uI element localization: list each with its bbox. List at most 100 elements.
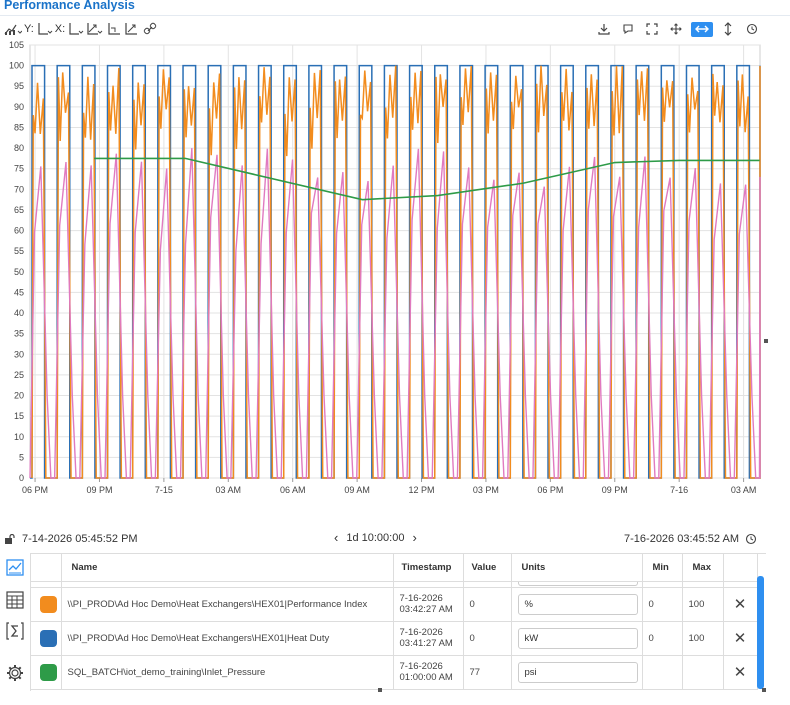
remove-series-button[interactable]: ✕ bbox=[723, 587, 758, 622]
link-icon[interactable] bbox=[142, 21, 158, 37]
title-bar: Performance Analysis bbox=[0, 0, 790, 16]
col-value[interactable]: Value bbox=[463, 554, 512, 582]
series-color-swatch[interactable] bbox=[40, 629, 57, 647]
chart-type-icon[interactable] bbox=[4, 21, 22, 37]
y-tick-label: 95 bbox=[14, 81, 24, 91]
series-name: \\PI_PROD\Ad Hoc Demo\Heat Exchangers\HE… bbox=[61, 621, 394, 656]
trend-chart-svg[interactable]: 0 5 10 15 20 25 30 35 40 45 50 55 60 65 70 75 80 85 90 95 10… bbox=[0, 40, 765, 520]
remove-series-button[interactable]: ✕ bbox=[723, 655, 758, 690]
y-axis-label: Y: bbox=[24, 23, 34, 35]
series-max[interactable] bbox=[682, 655, 724, 690]
lock-icon[interactable] bbox=[4, 534, 16, 544]
table-view-icon[interactable] bbox=[5, 590, 25, 610]
table-scrollbar[interactable] bbox=[757, 576, 764, 689]
series-color-swatch[interactable] bbox=[40, 595, 57, 613]
reset-icon[interactable] bbox=[743, 21, 761, 37]
col-max[interactable]: Max bbox=[682, 554, 724, 582]
time-back-arrow[interactable]: ‹ bbox=[334, 530, 339, 545]
settings-gear-icon[interactable] bbox=[5, 663, 25, 683]
y-tick-label: 20 bbox=[14, 391, 24, 401]
vertical-zoom-icon[interactable] bbox=[719, 21, 737, 37]
x-tick-label: 06 PM bbox=[22, 485, 48, 495]
table-row-partial bbox=[31, 581, 758, 588]
resize-handle-corner[interactable] bbox=[762, 688, 766, 692]
series-timestamp: 7-16-2026 03:41:27 AM bbox=[393, 621, 464, 656]
y-tick-label: 60 bbox=[14, 226, 24, 236]
table-row[interactable]: \\PI_PROD\Ad Hoc Demo\Heat Exchangers\HE… bbox=[31, 621, 758, 656]
units-input[interactable]: psi bbox=[517, 661, 638, 683]
y-tick-label: 0 bbox=[19, 473, 24, 483]
y-tick-label: 40 bbox=[14, 308, 24, 318]
y-tick-label: 100 bbox=[9, 61, 24, 71]
fullscreen-icon[interactable] bbox=[643, 21, 661, 37]
download-icon[interactable] bbox=[595, 21, 613, 37]
calculation-icon[interactable] bbox=[5, 621, 25, 641]
units-input[interactable]: % bbox=[517, 593, 638, 615]
col-min[interactable]: Min bbox=[642, 554, 683, 582]
x-axis-icon[interactable] bbox=[68, 21, 84, 37]
x-tick-label: 03 PM bbox=[473, 485, 499, 495]
y-tick-label: 90 bbox=[14, 102, 24, 112]
x-tick-label: 06 AM bbox=[280, 485, 306, 495]
col-actions bbox=[723, 554, 758, 582]
y-tick-label: 25 bbox=[14, 370, 24, 380]
y-tick-label: 45 bbox=[14, 287, 24, 297]
y-tick-label: 50 bbox=[14, 267, 24, 277]
units-input[interactable]: kW bbox=[517, 627, 638, 649]
side-toolbar bbox=[0, 553, 30, 703]
y-tick-label: 70 bbox=[14, 184, 24, 194]
title-divider bbox=[0, 15, 790, 16]
col-color bbox=[31, 554, 62, 582]
trend-chart[interactable]: 0 5 10 15 20 25 30 35 40 45 50 55 60 65 70 75 80 85 90 95 10… bbox=[0, 40, 765, 520]
series-timestamp: 7-16-2026 03:42:27 AM bbox=[393, 587, 464, 622]
trend-icon[interactable] bbox=[124, 21, 140, 37]
y-tick-label: 15 bbox=[14, 411, 24, 421]
series-max[interactable]: 100 bbox=[682, 621, 724, 656]
time-forward-arrow[interactable]: › bbox=[412, 530, 417, 545]
time-duration[interactable]: 1d 10:00:00 bbox=[346, 532, 405, 544]
series-timestamp: 7-16-2026 01:00:00 AM bbox=[393, 655, 464, 690]
end-time[interactable]: 7-16-2026 03:45:52 AM bbox=[624, 533, 739, 545]
horizontal-zoom-icon[interactable] bbox=[691, 21, 713, 37]
trend-view-icon[interactable] bbox=[5, 558, 25, 578]
x-tick-label: 7-16 bbox=[670, 485, 688, 495]
series-name: SQL_BATCH\iot_demo_training\Inlet_Pressu… bbox=[61, 655, 394, 690]
series-min[interactable] bbox=[642, 655, 683, 690]
legend-table: Name Timestamp Value Units Min Max \\PI_… bbox=[30, 553, 766, 691]
time-range-bar: 7-14-2026 05:45:52 PM ‹ 1d 10:00:00 › 7-… bbox=[0, 526, 765, 552]
col-timestamp[interactable]: Timestamp bbox=[393, 554, 464, 582]
remove-series-button[interactable]: ✕ bbox=[723, 621, 758, 656]
y-tick-label: 5 bbox=[19, 452, 24, 462]
x-tick-label: 09 PM bbox=[86, 485, 112, 495]
series-line-inlet-pressure bbox=[94, 157, 760, 201]
axis-scale-icon[interactable] bbox=[86, 21, 104, 37]
x-tick-label: 09 PM bbox=[602, 485, 628, 495]
series-min[interactable]: 0 bbox=[642, 587, 683, 622]
y-tick-label: 10 bbox=[14, 432, 24, 442]
x-axis-label: X: bbox=[54, 23, 66, 35]
series-line-pink bbox=[29, 148, 761, 479]
comment-icon[interactable] bbox=[619, 21, 637, 37]
pan-icon[interactable] bbox=[667, 21, 685, 37]
splitter-handle[interactable] bbox=[764, 339, 768, 343]
table-row[interactable]: SQL_BATCH\iot_demo_training\Inlet_Pressu… bbox=[31, 655, 758, 690]
series-max[interactable]: 100 bbox=[682, 587, 724, 622]
y-tick-label: 105 bbox=[9, 40, 24, 50]
start-time[interactable]: 7-14-2026 05:45:52 PM bbox=[22, 533, 138, 545]
clock-icon[interactable] bbox=[745, 533, 757, 545]
col-name[interactable]: Name bbox=[61, 554, 394, 582]
series-color-swatch[interactable] bbox=[40, 663, 57, 681]
col-units[interactable]: Units bbox=[511, 554, 643, 582]
y-tick-label: 80 bbox=[14, 143, 24, 153]
units-input-partial[interactable] bbox=[517, 581, 638, 586]
y-tick-label: 85 bbox=[14, 122, 24, 132]
series-min[interactable]: 0 bbox=[642, 621, 683, 656]
chart-toolbar: Y: X: bbox=[0, 18, 765, 40]
page-title: Performance Analysis bbox=[4, 0, 135, 12]
bar-chart-icon[interactable] bbox=[106, 21, 122, 37]
resize-handle-bottom[interactable] bbox=[378, 688, 382, 692]
table-row[interactable]: \\PI_PROD\Ad Hoc Demo\Heat Exchangers\HE… bbox=[31, 587, 758, 622]
y-tick-label: 35 bbox=[14, 329, 24, 339]
series-name: \\PI_PROD\Ad Hoc Demo\Heat Exchangers\HE… bbox=[61, 587, 394, 622]
y-axis-icon[interactable] bbox=[37, 21, 53, 37]
